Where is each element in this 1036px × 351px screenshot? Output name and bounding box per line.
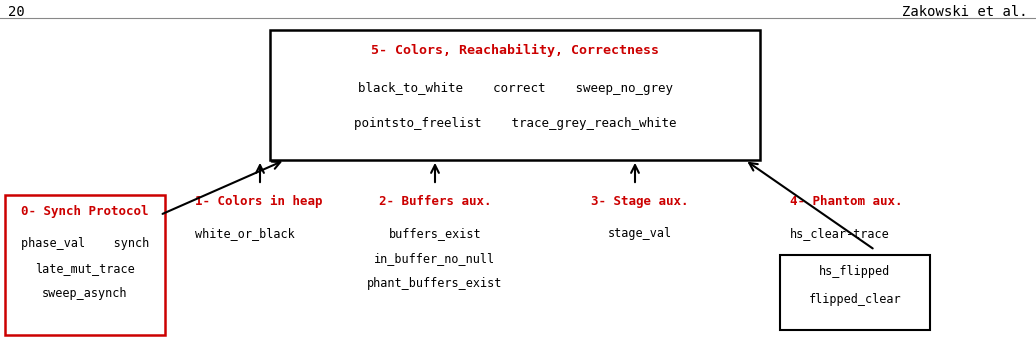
Text: late_mut_trace: late_mut_trace [35,262,135,275]
Bar [270,30,760,160]
Bar [5,195,165,335]
Text: hs_clear-trace: hs_clear-trace [790,227,890,240]
Text: buffers_exist: buffers_exist [388,227,482,240]
Text: 2- Buffers aux.: 2- Buffers aux. [379,195,491,208]
Text: 5- Colors, Reachability, Correctness: 5- Colors, Reachability, Correctness [371,44,659,57]
Text: hs_flipped: hs_flipped [819,265,891,278]
Text: 1- Colors in heap: 1- Colors in heap [195,195,322,208]
Text: 3- Stage aux.: 3- Stage aux. [592,195,689,208]
Bar [780,255,930,330]
Text: sweep_asynch: sweep_asynch [42,287,127,300]
Text: phant_buffers_exist: phant_buffers_exist [368,277,502,290]
Text: phase_val    synch: phase_val synch [21,237,149,250]
Text: stage_val: stage_val [608,227,672,240]
Text: 0- Synch Protocol: 0- Synch Protocol [22,205,149,218]
Text: in_buffer_no_null: in_buffer_no_null [374,252,495,265]
Text: black_to_white    correct    sweep_no_grey: black_to_white correct sweep_no_grey [357,82,672,95]
Text: 4- Phantom aux.: 4- Phantom aux. [790,195,902,208]
Text: white_or_black: white_or_black [195,227,295,240]
Text: flipped_clear: flipped_clear [809,293,901,306]
Text: pointsto_freelist    trace_grey_reach_white: pointsto_freelist trace_grey_reach_white [353,117,677,130]
Text: Zakowski et al.: Zakowski et al. [902,5,1028,19]
Text: 20: 20 [8,5,25,19]
